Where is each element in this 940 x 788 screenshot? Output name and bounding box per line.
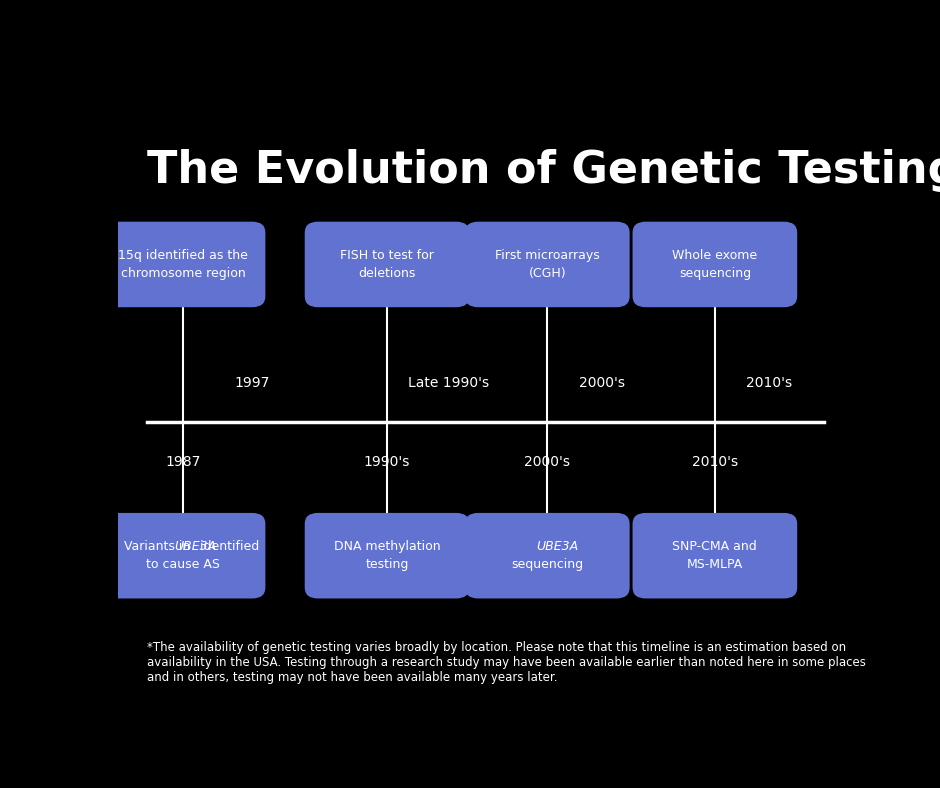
Text: UBE3A: UBE3A [537,540,579,553]
Text: 15q identified as the: 15q identified as the [118,249,248,262]
Text: The Evolution of Genetic Testing*: The Evolution of Genetic Testing* [147,149,940,192]
Text: testing: testing [366,559,409,571]
Text: (CGH): (CGH) [528,267,566,280]
Text: chromosome region: chromosome region [120,267,245,280]
FancyBboxPatch shape [633,221,797,307]
Text: sequencing: sequencing [511,559,584,571]
Text: 1990's: 1990's [364,455,410,469]
FancyBboxPatch shape [465,513,630,598]
Text: 2000's: 2000's [579,376,625,390]
Text: to cause AS: to cause AS [146,559,220,571]
Text: SNP-CMA and: SNP-CMA and [672,540,758,553]
FancyBboxPatch shape [305,513,469,598]
Text: *The availability of genetic testing varies broadly by location. Please note tha: *The availability of genetic testing var… [147,641,866,684]
Text: MS-MLPA: MS-MLPA [687,559,743,571]
Text: First microarrays: First microarrays [495,249,600,262]
Text: identified: identified [196,540,259,553]
FancyBboxPatch shape [101,513,265,598]
Text: 1997: 1997 [235,376,270,390]
FancyBboxPatch shape [633,513,797,598]
Text: 2010's: 2010's [746,376,792,390]
Text: Late 1990's: Late 1990's [408,376,490,390]
Text: 2010's: 2010's [692,455,738,469]
Text: sequencing: sequencing [679,267,751,280]
Text: FISH to test for: FISH to test for [340,249,434,262]
FancyBboxPatch shape [305,221,469,307]
FancyBboxPatch shape [101,221,265,307]
FancyBboxPatch shape [465,221,630,307]
Text: Whole exome: Whole exome [672,249,758,262]
Text: UBE3A: UBE3A [175,540,217,553]
Text: 2000's: 2000's [525,455,571,469]
Text: Variants in: Variants in [124,540,195,553]
Text: deletions: deletions [358,267,415,280]
Text: DNA methylation: DNA methylation [334,540,440,553]
Text: 1987: 1987 [165,455,201,469]
